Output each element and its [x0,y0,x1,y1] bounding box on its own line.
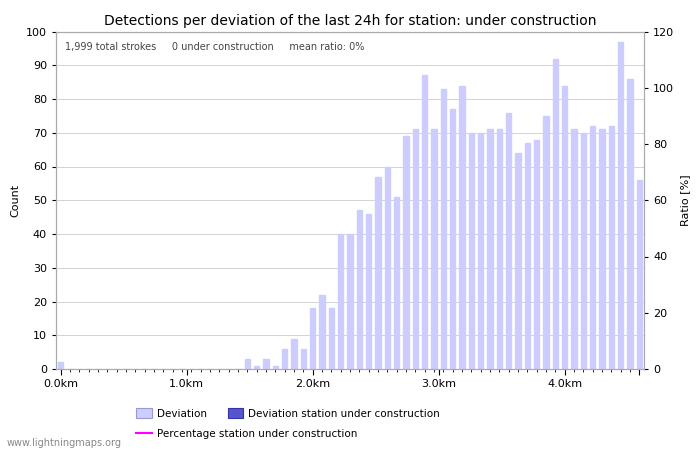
Bar [431,130,437,369]
Bar [590,126,595,369]
Text: 1,999 total strokes     0 under construction     mean ratio: 0%: 1,999 total strokes 0 under construction… [65,42,364,52]
Bar [422,75,427,369]
Bar [599,130,605,369]
Bar [609,126,614,369]
Bar [441,89,446,369]
Bar [329,308,334,369]
Bar [581,133,586,369]
Bar [459,86,465,369]
Bar [282,349,287,369]
Bar [515,153,521,369]
Bar [319,295,325,369]
Bar [245,359,250,369]
Bar [291,338,297,369]
Bar [469,133,474,369]
Bar [394,197,399,369]
Bar [301,349,306,369]
Bar [571,130,577,369]
Bar [478,133,483,369]
Bar [357,210,362,369]
Bar [310,308,315,369]
Bar [338,234,343,369]
Bar [403,136,409,369]
Text: www.lightningmaps.org: www.lightningmaps.org [7,438,122,448]
Y-axis label: Count: Count [10,184,20,217]
Bar [413,130,418,369]
Bar [366,214,371,369]
Y-axis label: Ratio [%]: Ratio [%] [680,175,689,226]
Bar [506,112,511,369]
Bar [487,130,493,369]
Bar [627,79,633,369]
Bar [553,58,558,369]
Title: Detections per deviation of the last 24h for station: under construction: Detections per deviation of the last 24h… [104,14,596,27]
Bar [525,143,530,369]
Bar [637,180,642,369]
Legend: Percentage station under construction: Percentage station under construction [132,424,361,443]
Bar [263,359,269,369]
Bar [347,234,353,369]
Bar [618,42,623,369]
Bar [543,116,549,369]
Bar [254,365,259,369]
Bar [58,362,63,369]
Bar [534,140,539,369]
Bar [450,109,455,369]
Bar [497,130,502,369]
Bar [375,176,381,369]
Bar [385,166,390,369]
Bar [562,86,567,369]
Bar [273,365,278,369]
